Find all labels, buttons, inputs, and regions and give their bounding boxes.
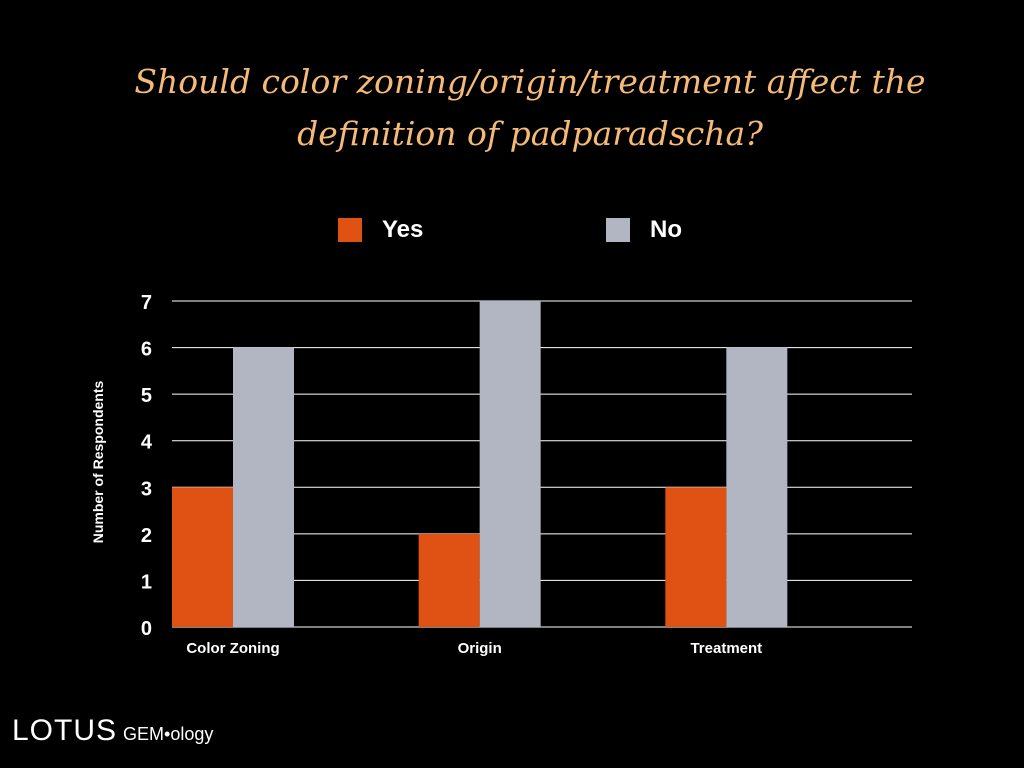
x-label-treatment: Treatment [690,640,762,657]
grid-lines [172,300,912,628]
bar-yes-origin [418,533,480,627]
bar-no-color-zoning [233,347,294,627]
title-line-2: definition of padparadscha? [297,114,763,153]
bar-no-treatment [726,347,788,627]
bar-yes-treatment [665,487,727,627]
lotus-gemology-logo: LOTUS GEM•ology [12,714,213,748]
y-axis-label: Number of Respondents [90,381,106,544]
logo-sub: GEM•ology [123,724,214,744]
bar-yes-color-zoning [172,487,233,627]
x-label-color-zoning: Color Zoning [186,640,279,657]
title-line-1: Should color zoning/origin/treatment aff… [134,62,926,101]
y-tick-3: 3 [141,478,152,500]
legend-item-no: No [606,212,682,248]
y-tick-5: 5 [141,385,152,407]
y-tick-1: 1 [141,571,152,593]
slide-title: Should color zoning/origin/treatment aff… [60,56,1000,160]
legend-label-yes: Yes [382,216,424,243]
legend-swatch-no [606,218,630,242]
y-tick-2: 2 [141,525,152,547]
y-tick-7: 7 [141,292,152,314]
y-tick-6: 6 [141,339,152,361]
legend-label-no: No [650,216,682,243]
y-tick-0: 0 [141,618,152,640]
bar-no-origin [479,301,541,627]
bars [172,301,788,627]
logo-brand: LOTUS [12,714,118,747]
x-category-labels: Color Zoning Origin Treatment [186,640,762,657]
chart-legend: Yes No [0,212,1024,248]
legend-item-yes: Yes [338,212,423,248]
x-label-origin: Origin [458,640,502,657]
bar-chart: 0 1 2 3 4 5 6 7 Color Zoning Origin Treatment Num… [90,292,912,657]
y-tick-4: 4 [141,432,153,454]
legend-swatch-yes [338,218,362,242]
y-tick-labels: 0 1 2 3 4 5 6 7 [141,292,153,640]
